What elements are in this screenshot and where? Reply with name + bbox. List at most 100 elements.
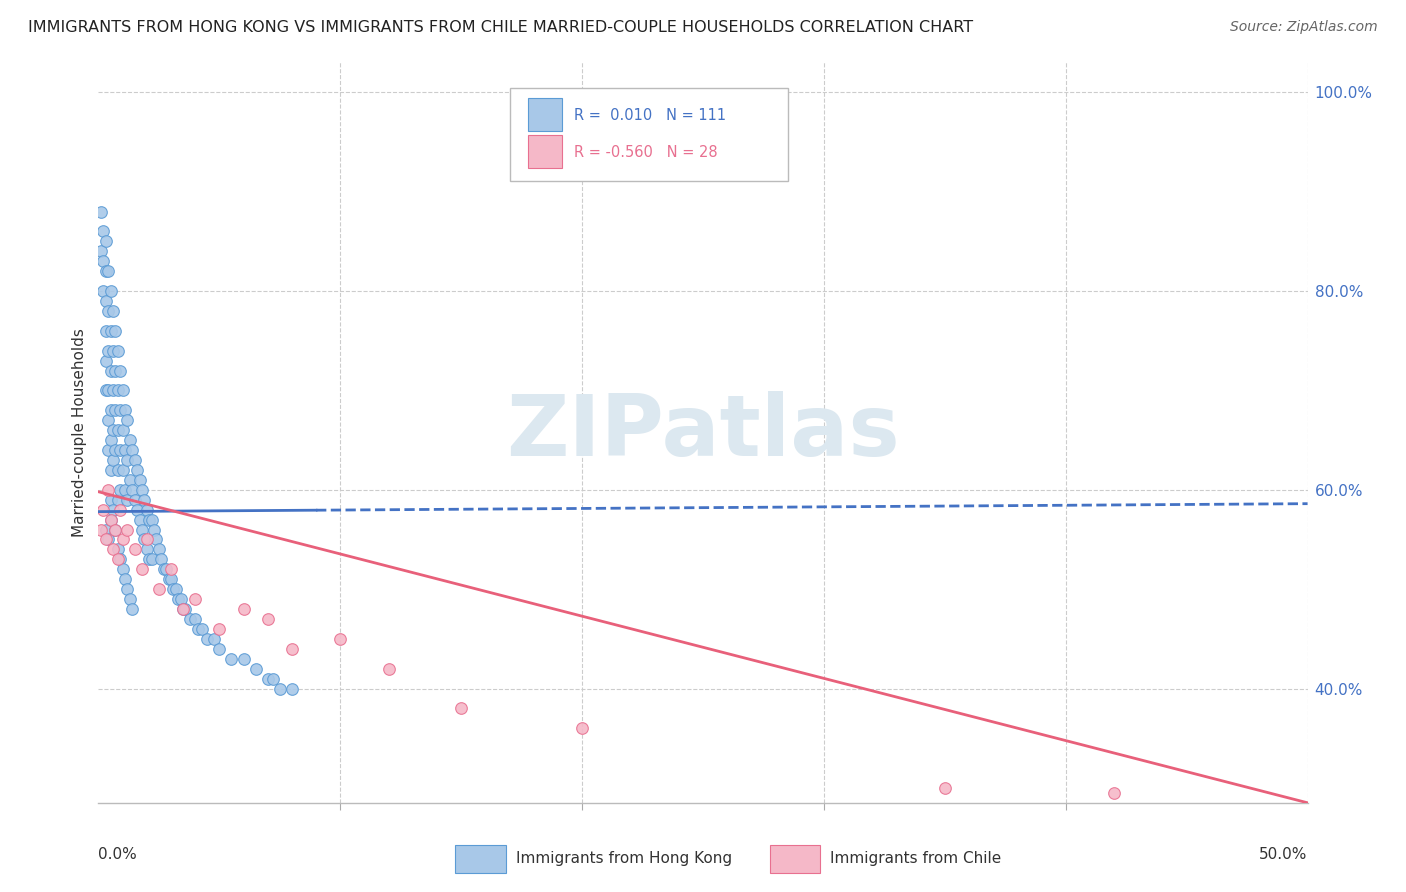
Point	[97, 413, 120, 427]
Point	[131, 523, 153, 537]
Point	[100, 363, 122, 377]
Point	[262, 672, 284, 686]
Point	[121, 483, 143, 497]
Point	[100, 512, 122, 526]
Point	[114, 442, 136, 457]
Point	[127, 463, 149, 477]
Point	[101, 453, 124, 467]
Point	[117, 492, 139, 507]
Point	[90, 523, 112, 537]
Point	[195, 632, 218, 646]
Point	[94, 293, 117, 308]
Text: IMMIGRANTS FROM HONG KONG VS IMMIGRANTS FROM CHILE MARRIED-COUPLE HOUSEHOLDS COR: IMMIGRANTS FROM HONG KONG VS IMMIGRANTS …	[28, 20, 973, 35]
Point	[191, 622, 214, 636]
Point	[157, 572, 180, 586]
Point	[100, 492, 122, 507]
Point	[208, 622, 231, 636]
Point	[232, 651, 254, 665]
Point	[571, 721, 593, 735]
Point	[117, 453, 139, 467]
Point	[221, 651, 243, 665]
Point	[91, 224, 114, 238]
Point	[94, 235, 117, 249]
Point	[131, 562, 153, 576]
Point	[117, 413, 139, 427]
Bar	[527, 98, 561, 131]
Point	[208, 641, 231, 656]
Point	[108, 363, 131, 377]
Text: ZIPatlas: ZIPatlas	[506, 391, 900, 475]
Point	[269, 681, 291, 696]
Point	[245, 662, 267, 676]
Point	[114, 483, 136, 497]
Point	[94, 533, 117, 547]
FancyBboxPatch shape	[509, 88, 787, 181]
Point	[934, 780, 956, 795]
Point	[101, 384, 124, 398]
Point	[97, 264, 120, 278]
Point	[148, 582, 170, 596]
Point	[111, 562, 134, 576]
Point	[204, 632, 226, 646]
Point	[148, 542, 170, 557]
Point	[141, 552, 163, 566]
Point	[1102, 786, 1125, 800]
Point	[104, 523, 127, 537]
Point	[169, 592, 191, 607]
Point	[121, 442, 143, 457]
Point	[97, 533, 120, 547]
Point	[101, 423, 124, 437]
Point	[100, 284, 122, 298]
Point	[281, 641, 304, 656]
Point	[107, 542, 129, 557]
Point	[97, 304, 120, 318]
Point	[124, 542, 146, 557]
Point	[121, 602, 143, 616]
Point	[141, 512, 163, 526]
Point	[131, 483, 153, 497]
Point	[101, 502, 124, 516]
Point	[187, 622, 209, 636]
Point	[172, 602, 194, 616]
Point	[174, 602, 197, 616]
Point	[128, 512, 150, 526]
Point	[94, 324, 117, 338]
Point	[107, 463, 129, 477]
Point	[127, 502, 149, 516]
Text: 0.0%: 0.0%	[98, 847, 138, 863]
Point	[162, 582, 184, 596]
Point	[124, 453, 146, 467]
Point	[114, 572, 136, 586]
Point	[114, 403, 136, 417]
Point	[450, 701, 472, 715]
Point	[143, 523, 166, 537]
Point	[104, 523, 127, 537]
Point	[108, 403, 131, 417]
Point	[256, 612, 278, 626]
Point	[117, 582, 139, 596]
Point	[167, 592, 190, 607]
Point	[108, 502, 131, 516]
Point	[145, 533, 167, 547]
Point	[160, 562, 183, 576]
Point	[107, 423, 129, 437]
Point	[124, 492, 146, 507]
Point	[104, 442, 127, 457]
Point	[160, 572, 183, 586]
Point	[111, 533, 134, 547]
Point	[100, 433, 122, 447]
Point	[107, 343, 129, 358]
Point	[135, 542, 157, 557]
Point	[138, 552, 160, 566]
Point	[94, 384, 117, 398]
Point	[91, 284, 114, 298]
Point	[155, 562, 177, 576]
Point	[117, 523, 139, 537]
Bar	[456, 845, 506, 873]
Point	[94, 353, 117, 368]
Point	[107, 384, 129, 398]
Point	[118, 592, 141, 607]
Point	[97, 442, 120, 457]
Point	[128, 473, 150, 487]
Point	[138, 512, 160, 526]
